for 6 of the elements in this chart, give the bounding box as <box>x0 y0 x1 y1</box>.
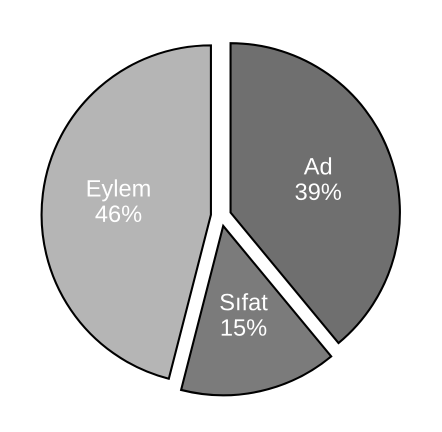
slice-label: Ad <box>304 157 332 175</box>
slice-label: Eylem <box>88 179 150 202</box>
data-label: 15% <box>222 319 266 336</box>
data-label: 39% <box>295 183 341 200</box>
slice-label: Sıfat <box>220 293 268 310</box>
data-label: 46% <box>95 205 142 222</box>
